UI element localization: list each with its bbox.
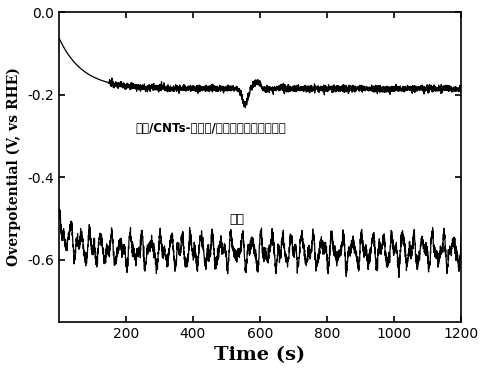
X-axis label: Time (s): Time (s) <box>214 346 306 364</box>
Y-axis label: Overpotential (V, vs RHE): Overpotential (V, vs RHE) <box>7 68 21 266</box>
Text: 钔铁: 钔铁 <box>230 213 245 226</box>
Text: 钔铁/CNTs-多孔镁/氧化镁析氢反应催化剑: 钔铁/CNTs-多孔镁/氧化镁析氢反应催化剑 <box>136 122 287 135</box>
